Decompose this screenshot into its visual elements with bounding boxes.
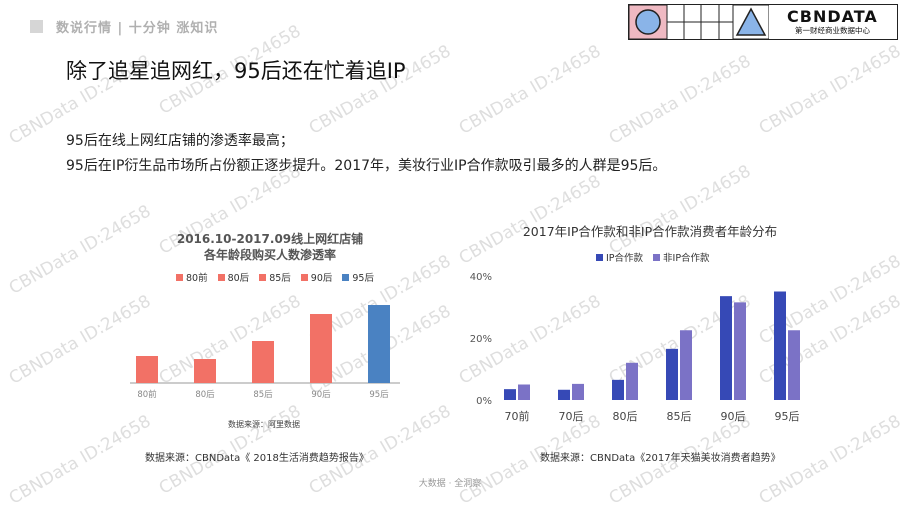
chart2-x-tick: 95后 xyxy=(775,410,800,423)
chart2-svg: 0% 20% 40% 70前 70后 80后 85后 90后 95后 xyxy=(470,272,800,423)
legend-swatch-icon xyxy=(300,273,308,281)
chart1-legend-item: 95后 xyxy=(342,270,374,284)
legend-label: IP合作款 xyxy=(606,253,644,264)
header-square-icon xyxy=(30,20,43,33)
watermark-text: CBNData ID:24658 xyxy=(455,171,605,269)
chart2-x-tick: 70后 xyxy=(559,410,584,423)
chart2-bar xyxy=(572,383,584,400)
chart2-bar xyxy=(504,389,516,400)
cbndata-logo: CBNDATA 第一财经商业数据中心 xyxy=(628,4,898,40)
chart1-bar xyxy=(310,314,332,383)
chart1-bar xyxy=(252,341,274,383)
subtitle-2: 95后在IP衍生品市场所占份额正逐步提升。2017年，美妆行业IP合作款吸引最多… xyxy=(66,158,667,174)
footer-text: 大数据 · 全洞察 xyxy=(418,479,482,489)
chart2-title: 2017年IP合作款和非IP合作款消费者年龄分布 xyxy=(522,224,778,239)
chart1-bar xyxy=(368,305,390,383)
legend-label: 80前 xyxy=(186,273,208,284)
chart2-legend-item: IP合作款 xyxy=(596,250,643,264)
legend-swatch-icon xyxy=(653,253,661,261)
chart1-source: 数据来源：CBNData《 2018生活消费趋势报告》 xyxy=(145,453,369,464)
chart2-bar xyxy=(612,379,624,400)
legend-label: 非IP合作款 xyxy=(663,253,710,264)
chart2-bar xyxy=(558,389,570,400)
legend-label: 80后 xyxy=(227,273,250,284)
chart1-x-tick: 95后 xyxy=(369,389,389,400)
chart2-y-tick: 20% xyxy=(470,334,492,345)
page-title: 除了追星追网红，95后还在忙着追IP xyxy=(66,59,406,83)
logo-text: CBNDATA xyxy=(787,7,878,26)
chart2-bar xyxy=(788,330,800,400)
chart2-bar xyxy=(518,384,530,400)
chart1-bar xyxy=(136,356,158,383)
chart2-bar xyxy=(720,296,732,400)
chart1-bar xyxy=(194,359,216,383)
chart1-legend-item: 90后 xyxy=(300,270,333,284)
legend-swatch-icon xyxy=(217,273,225,281)
legend-swatch-icon xyxy=(342,273,350,281)
legend-label: 85后 xyxy=(269,273,291,284)
watermark-text: CBNData ID:24658 xyxy=(755,41,900,139)
chart2-x-tick: 90后 xyxy=(721,410,746,423)
subtitle-1: 95后在线上网红店铺的渗透率最高； xyxy=(66,133,294,149)
chart2-legend: IP合作款 非IP合作款 xyxy=(596,250,710,264)
chart2-bar xyxy=(680,330,692,400)
watermark-text: CBNData ID:24658 xyxy=(605,51,755,149)
legend-swatch-icon xyxy=(176,273,183,281)
legend-label: 95后 xyxy=(352,273,374,284)
legend-label: 90后 xyxy=(310,273,333,284)
logo-subtext: 第一财经商业数据中心 xyxy=(795,26,870,35)
chart1-x-tick: 80前 xyxy=(137,389,157,400)
chart2-y-tick: 0% xyxy=(476,396,492,407)
chart1-legend: 80前 80后 85后 90后 95后 xyxy=(176,270,374,284)
chart2-y-tick: 40% xyxy=(470,272,492,283)
chart2-bar xyxy=(734,302,746,400)
chart1-note: 数据来源：阿里数据 xyxy=(228,420,300,429)
chart1-legend-item: 80后 xyxy=(217,270,250,284)
chart1-subtitle: 各年龄段购买人数渗透率 xyxy=(203,248,336,262)
logo-shapes-icon xyxy=(629,5,769,39)
chart1-x-tick: 80后 xyxy=(195,389,215,400)
chart1-x-tick: 90后 xyxy=(311,389,331,400)
chart1-svg: 80前 80后 85后 90后 95后 xyxy=(130,305,400,400)
header-text: 数说行情 | 十分钟 涨知识 xyxy=(56,21,219,36)
legend-swatch-icon xyxy=(259,273,267,281)
chart2-legend-item: 非IP合作款 xyxy=(653,250,710,264)
chart1-legend-item: 80前 xyxy=(176,270,208,284)
legend-swatch-icon xyxy=(596,253,603,261)
watermark-text: CBNData ID:24658 xyxy=(605,161,755,259)
chart2-bar xyxy=(666,348,678,400)
chart1-title: 2016.10-2017.09线上网红店铺 xyxy=(176,232,364,246)
chart2-bar xyxy=(774,291,786,400)
watermark-text: CBNData ID:24658 xyxy=(455,41,605,139)
chart2-x-tick: 80后 xyxy=(613,410,638,423)
chart2-x-tick: 85后 xyxy=(667,410,692,423)
chart2-bar xyxy=(626,362,638,400)
chart2-x-tick: 70前 xyxy=(505,409,530,423)
chart1-x-tick: 85后 xyxy=(253,389,273,400)
chart2-source: 数据来源：CBNData《2017年天猫美妆消费者趋势》 xyxy=(540,453,781,464)
chart1-legend-item: 85后 xyxy=(259,270,291,284)
